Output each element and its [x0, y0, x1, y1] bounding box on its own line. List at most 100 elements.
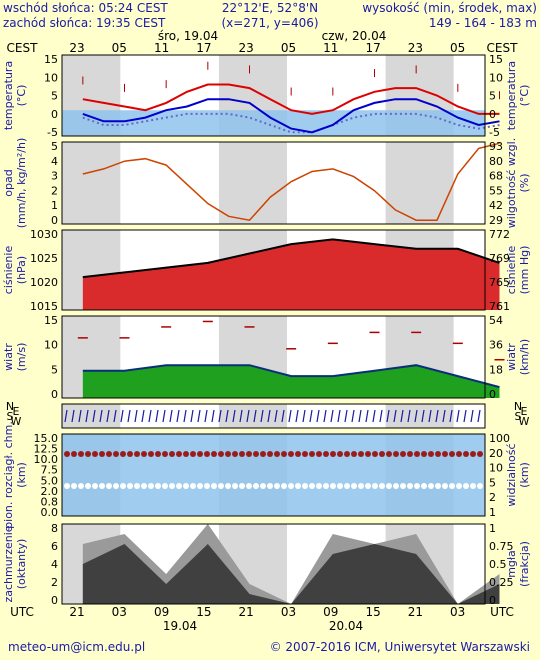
visibility-dot [141, 483, 147, 489]
wind-direction-arrow [113, 409, 117, 423]
visibility-tick-left: 12.5 [34, 443, 59, 456]
cest-hour-tick: 23 [69, 41, 84, 55]
footer-email[interactable]: meteo-um@icm.edu.pl [8, 640, 146, 654]
pressure-left-unit: (hPa) [15, 256, 28, 284]
visibility-dot [64, 483, 70, 489]
wind-direction-arrow [281, 409, 285, 423]
wind-direction-arrow [421, 409, 425, 423]
visibility-dot [337, 483, 343, 489]
cloud-base-dot [421, 451, 427, 457]
visibility-dot [92, 483, 98, 489]
night-band [62, 404, 121, 428]
precip-tick-left: 3 [51, 170, 58, 183]
cloud-base-dot [295, 451, 301, 457]
wind-left-label: wiatr [2, 343, 15, 371]
temperature-right-label: temperatura [505, 61, 518, 130]
visibility-dot [295, 483, 301, 489]
cloud-base-dot [148, 451, 154, 457]
wind-direction-arrow [428, 409, 432, 423]
visibility-dot [162, 483, 168, 489]
cloud-base-dot [162, 451, 168, 457]
wind-direction-arrow [393, 409, 397, 423]
pressure-tick-left: 1025 [30, 252, 58, 265]
cloud-tick-right: 1 [489, 522, 496, 535]
cloud-base-dot [211, 451, 217, 457]
visibility-dot [183, 483, 189, 489]
visibility-tick-right: 100 [489, 432, 510, 445]
utc-hour-tick: 21 [69, 605, 84, 619]
visibility-dot [190, 483, 196, 489]
cloud-base-dot [78, 451, 84, 457]
utc-hour-tick: 15 [365, 605, 380, 619]
compass-letter-right: S [515, 410, 522, 423]
wind-direction-arrow [337, 409, 341, 423]
visibility-dot [113, 483, 119, 489]
visibility-dot [351, 483, 357, 489]
cloud-base-dot [323, 451, 329, 457]
pressure-tick-right: 769 [489, 252, 510, 265]
visibility-dot [421, 483, 427, 489]
wind-direction-arrow [365, 409, 369, 423]
precip-left-unit: (mm/h, kg/m²/h) [15, 138, 28, 229]
visibility-dot [365, 483, 371, 489]
cloud-base-dot [330, 451, 336, 457]
night-band [62, 142, 121, 224]
day-label-bottom: 19.04 [163, 619, 197, 633]
visibility-dot [253, 483, 259, 489]
visibility-dot [148, 483, 154, 489]
visibility-tick-left: 0.0 [41, 506, 59, 519]
cloud-base-dot [456, 451, 462, 457]
compass-letter-left: N [6, 400, 14, 413]
wind-direction-arrow [260, 409, 264, 423]
cloud-tick-left: 4 [51, 558, 58, 571]
visibility-dot [407, 483, 413, 489]
cloud-base-dot [309, 451, 315, 457]
visibility-dot [155, 483, 161, 489]
wind-tick-left: 0 [51, 388, 58, 401]
pressure-line [82, 238, 500, 279]
cloud-base-dot [302, 451, 308, 457]
cloud-base-dot [414, 451, 420, 457]
precip-tick-left: 2 [51, 184, 58, 197]
compass-letter-left: S [7, 410, 14, 423]
wind-direction-arrow [127, 409, 131, 423]
wind-direction-arrow [477, 409, 481, 423]
precip-tick-right: 29 [489, 214, 503, 227]
cest-label-right: CEST [487, 41, 519, 55]
pressure-tick-right: 765 [489, 276, 510, 289]
visibility-dot [232, 483, 238, 489]
wind-direction-arrow [225, 409, 229, 423]
cloud-base-dot [351, 451, 357, 457]
footer-copyright: © 2007-2016 ICM, Uniwersytet Warszawski [269, 640, 530, 654]
visibility-dot [477, 483, 483, 489]
cloud-base-dot [190, 451, 196, 457]
altitude-values: 149 - 164 - 183 m [428, 16, 537, 30]
visibility-dot [330, 483, 336, 489]
wind-speed-area [82, 365, 500, 398]
cest-hour-tick: 11 [154, 41, 169, 55]
wind-direction-arrow [148, 409, 152, 423]
visibility-tick-right: 2 [489, 491, 496, 504]
visibility-left-unit: (km) [15, 462, 28, 488]
cloud-base-dot [99, 451, 105, 457]
pressure-tick-right: 761 [489, 300, 510, 313]
wind-right-label: wiatr [505, 343, 518, 371]
cloud-base-dot [246, 451, 252, 457]
cloud-base-dot [393, 451, 399, 457]
compass-letter-right: N [514, 400, 522, 413]
cloud-base-dot [365, 451, 371, 457]
cloud-tick-right: 0.5 [489, 558, 507, 571]
temperature-tick-right: 0 [489, 108, 496, 121]
cloud-base-dot [428, 451, 434, 457]
cloud-base-dot [463, 451, 469, 457]
visibility-dot [218, 483, 224, 489]
visibility-dot [288, 483, 294, 489]
night-band [218, 142, 287, 224]
temperature-tick-right: 10 [489, 71, 503, 84]
precip-tick-left: 5 [51, 140, 58, 153]
wind-direction-arrow [239, 409, 243, 423]
visibility-dot [386, 483, 392, 489]
visibility-tick-left: 2.0 [41, 485, 59, 498]
dew-point-line [82, 112, 500, 134]
wind-direction-arrow [435, 409, 439, 423]
